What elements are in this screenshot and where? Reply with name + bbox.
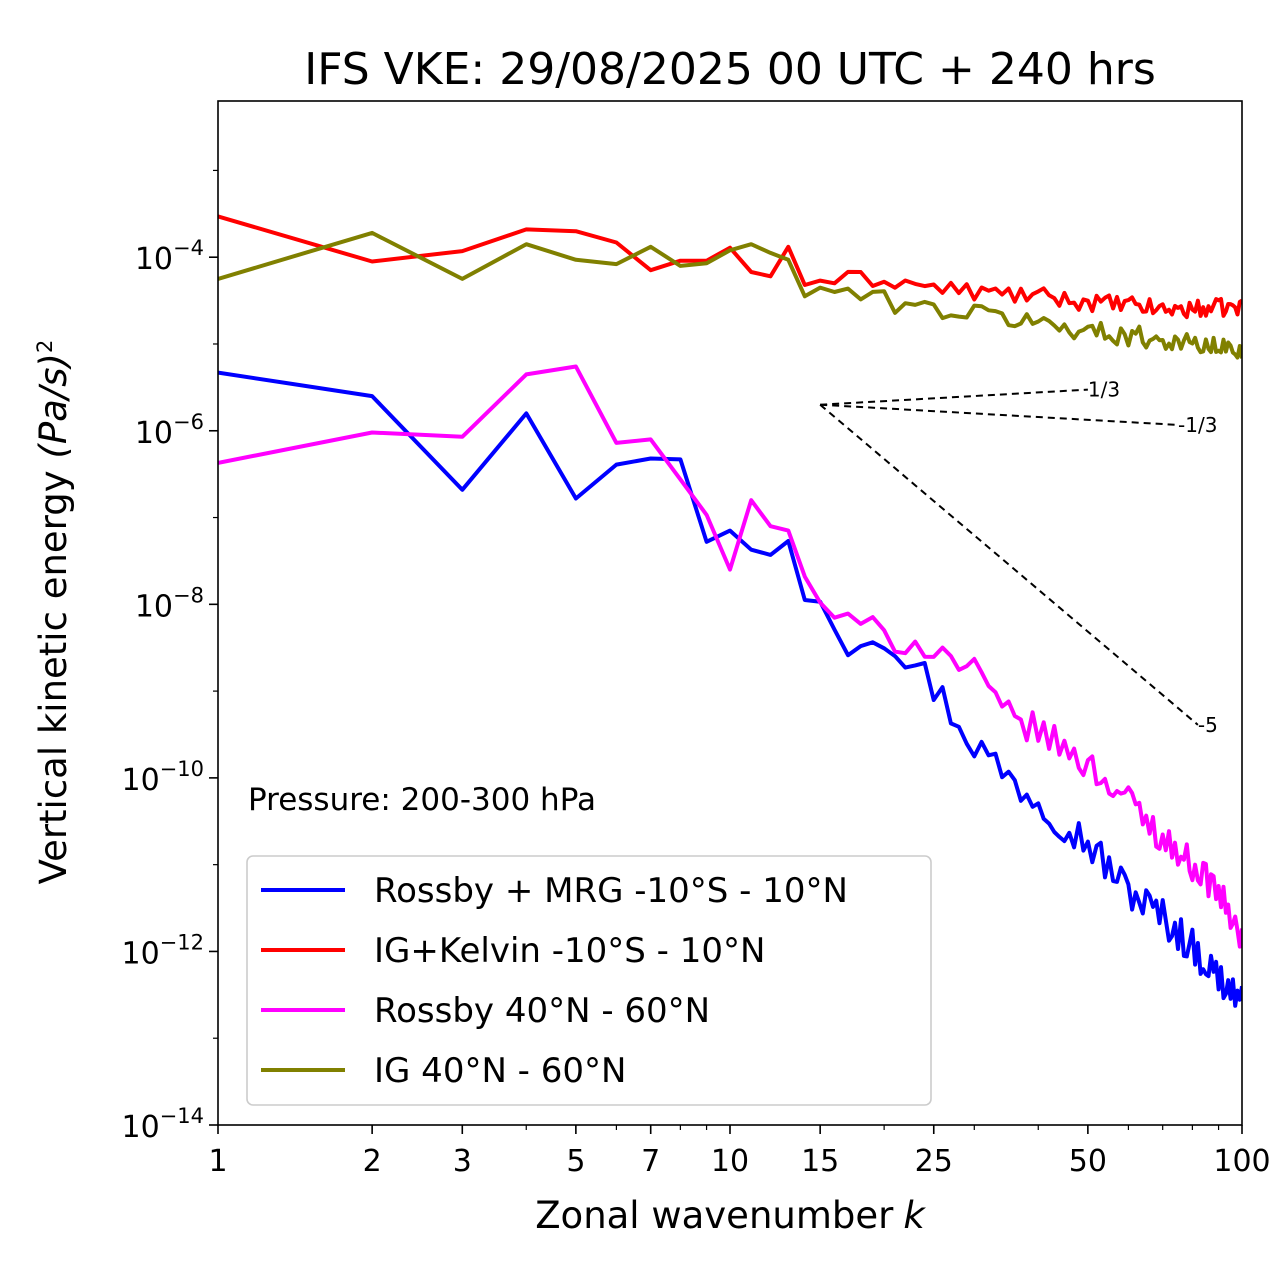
y-tick-base: 10 bbox=[135, 416, 173, 451]
x-tick-label: 7 bbox=[641, 1144, 660, 1179]
y-tick-base: 10 bbox=[121, 763, 159, 798]
y-tick-exponent: −12 bbox=[160, 930, 204, 954]
x-tick-label: 15 bbox=[801, 1144, 839, 1179]
legend-box bbox=[246, 855, 932, 1106]
reference-slope-layer: 1/3 -1/3 -5 bbox=[819, 378, 1218, 737]
x-tick-label: 2 bbox=[363, 1144, 382, 1179]
reference-slope-label: 1/3 bbox=[1088, 378, 1120, 402]
x-tick-label: 3 bbox=[453, 1144, 472, 1179]
y-tick-label: 10−8 bbox=[135, 583, 204, 624]
x-tick-label: 10 bbox=[711, 1144, 749, 1179]
y-tick-exponent: −6 bbox=[173, 410, 204, 434]
reference-slope-line bbox=[820, 388, 1088, 406]
chart-title: IFS VKE: 29/08/2025 00 UTC + 240 hrs bbox=[304, 44, 1156, 95]
y-tick-base: 10 bbox=[135, 242, 173, 277]
y-axis-label-exponent: 2 bbox=[33, 340, 57, 353]
series-line bbox=[218, 370, 1242, 1008]
x-axis-ticks: 1 2 3 5 7 10 15 25 50 100 bbox=[208, 1125, 1271, 1179]
y-tick-exponent: −14 bbox=[160, 1104, 204, 1128]
y-tick-base: 10 bbox=[121, 936, 159, 971]
y-tick-label: 10−10 bbox=[121, 757, 204, 798]
y-tick-base: 10 bbox=[121, 1110, 159, 1145]
series-line bbox=[218, 214, 1242, 320]
y-tick-exponent: −4 bbox=[173, 236, 204, 260]
reference-slope-label: -1/3 bbox=[1178, 413, 1217, 437]
reference-slope-label: -5 bbox=[1198, 713, 1218, 737]
y-tick-label: 10−12 bbox=[121, 930, 204, 971]
legend-label: Rossby + MRG -10°S - 10°N bbox=[374, 871, 848, 911]
series-line bbox=[218, 230, 1242, 360]
legend-label: IG 40°N - 60°N bbox=[374, 1051, 626, 1091]
y-tick-label: 10−4 bbox=[135, 236, 204, 277]
x-axis-label: Zonal wavenumber k bbox=[535, 1194, 926, 1237]
reference-slope-line bbox=[819, 403, 1199, 726]
x-tick-label: 100 bbox=[1213, 1144, 1270, 1179]
y-tick-label: 10−14 bbox=[121, 1104, 204, 1145]
series-layer bbox=[218, 214, 1242, 1008]
y-axis-label-unit: (Pa/s) bbox=[32, 353, 75, 459]
x-tick-label: 25 bbox=[915, 1144, 953, 1179]
y-tick-base: 10 bbox=[135, 589, 173, 624]
y-axis-label: Vertical kinetic energy (Pa/s)2 bbox=[32, 340, 75, 885]
x-tick-label: 5 bbox=[566, 1144, 585, 1179]
y-tick-exponent: −8 bbox=[173, 583, 204, 607]
legend-label: IG+Kelvin -10°S - 10°N bbox=[374, 931, 765, 971]
x-tick-label: 50 bbox=[1069, 1144, 1107, 1179]
reference-slope-line bbox=[820, 403, 1179, 426]
x-axis-label-var: k bbox=[903, 1194, 926, 1237]
legend-label: Rossby 40°N - 60°N bbox=[374, 991, 710, 1031]
y-tick-exponent: −10 bbox=[160, 757, 204, 781]
series-line bbox=[218, 364, 1242, 949]
x-axis-label-text: Zonal wavenumber bbox=[535, 1194, 894, 1237]
pressure-annotation: Pressure: 200-300 hPa bbox=[248, 782, 596, 818]
legend-items: Rossby + MRG -10°S - 10°N IG+Kelvin -10°S… bbox=[261, 871, 848, 1091]
legend: Rossby + MRG -10°S - 10°N IG+Kelvin -10°S… bbox=[246, 855, 932, 1106]
y-tick-label: 10−6 bbox=[135, 410, 204, 451]
x-tick-label: 1 bbox=[208, 1144, 227, 1179]
y-axis-label-text: Vertical kinetic energy bbox=[32, 459, 75, 885]
